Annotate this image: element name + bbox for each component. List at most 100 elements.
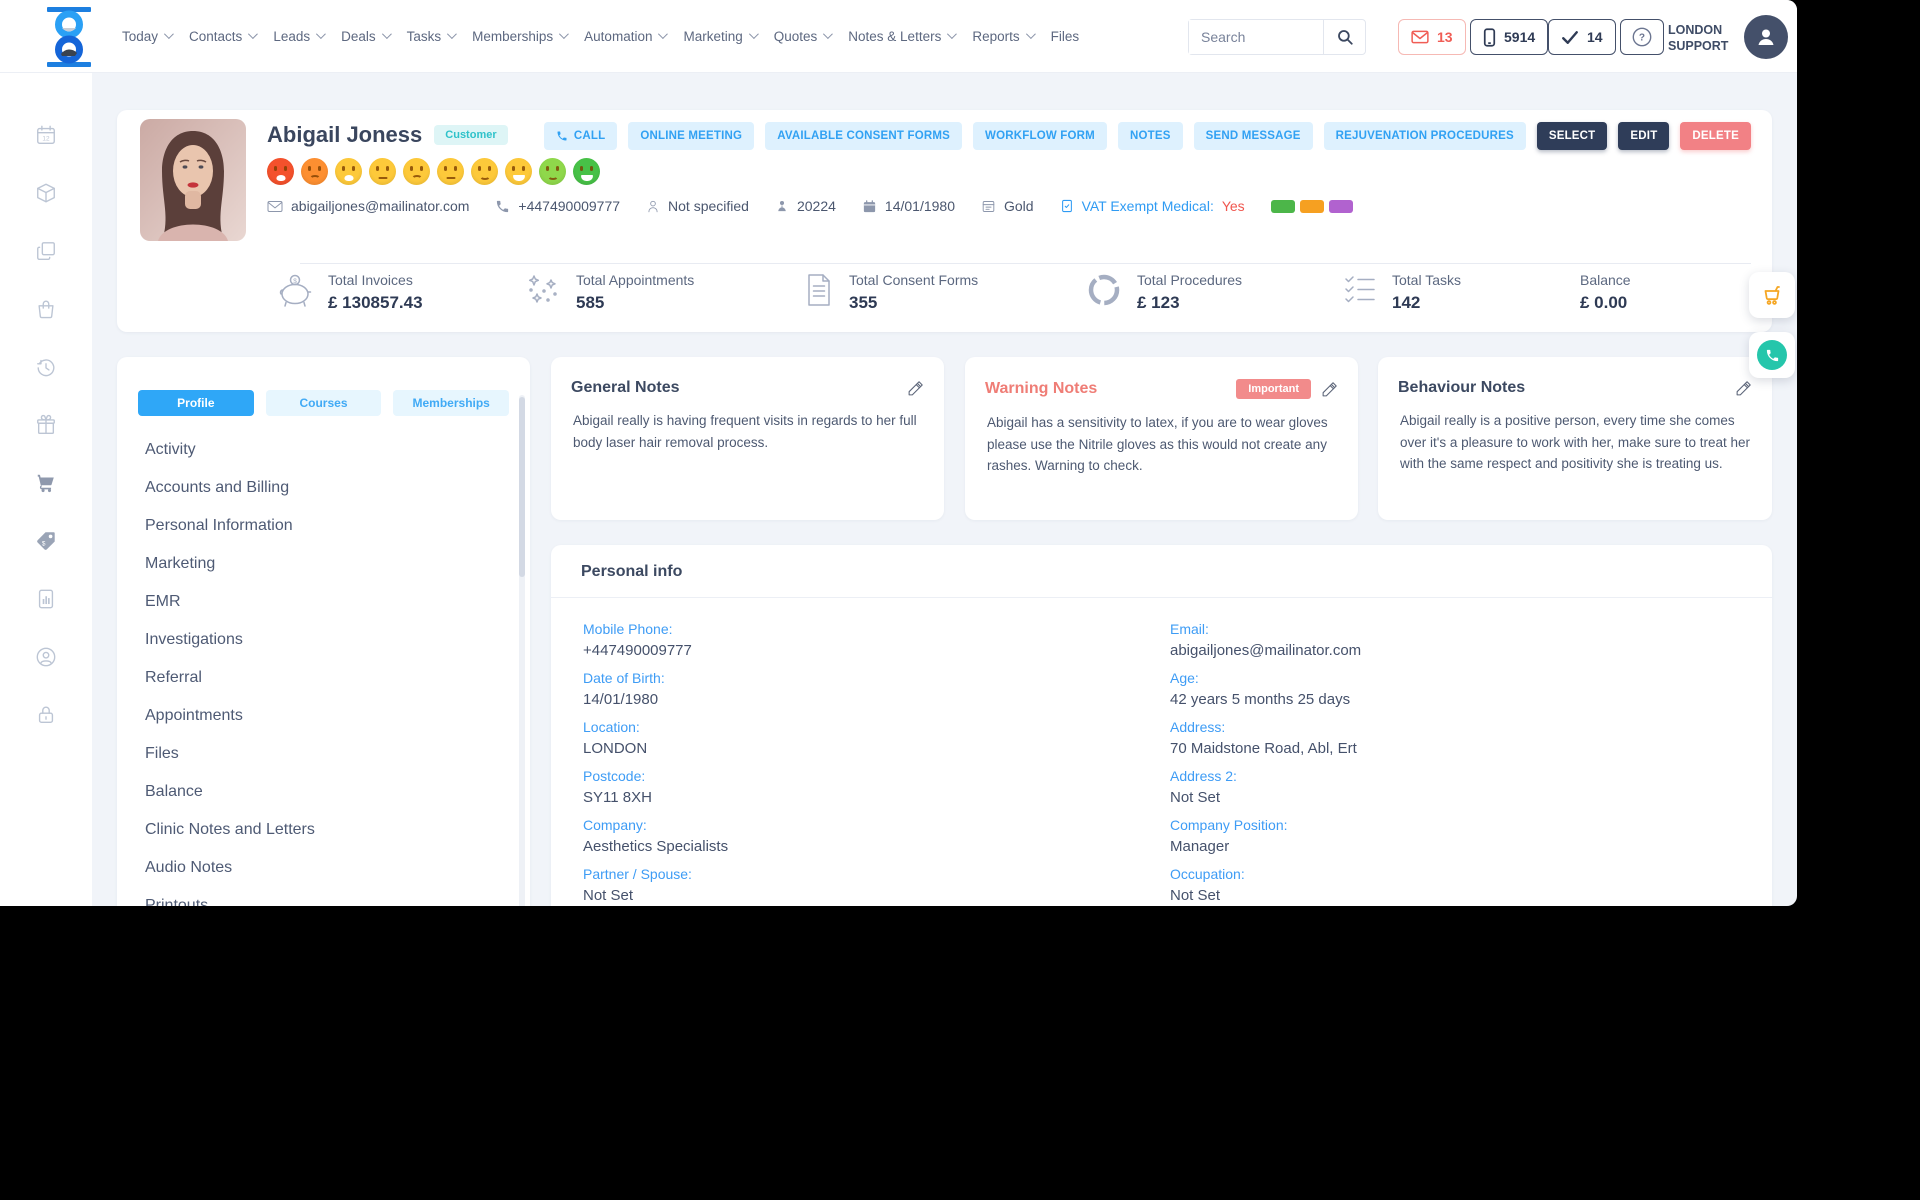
panel-scrollbar[interactable] (519, 395, 525, 906)
panel-tab[interactable]: Memberships (393, 390, 510, 416)
profile-menu-item[interactable]: Personal Information (145, 517, 293, 534)
nav-item[interactable]: Memberships (472, 28, 570, 44)
profile-menu-item[interactable]: Printouts (145, 897, 209, 906)
cart-icon[interactable] (35, 472, 57, 494)
edit-button[interactable]: EDIT (1618, 122, 1670, 150)
client-email[interactable]: abigailjones@mailinator.com (267, 198, 469, 214)
tasks-badge[interactable]: 14 (1548, 19, 1616, 55)
nav-item[interactable]: Reports (972, 28, 1036, 44)
nav-item[interactable]: Tasks (407, 28, 458, 44)
info-value: Not Set (1170, 789, 1221, 806)
panel-tabs: Profile Courses Memberships (138, 390, 510, 416)
delete-button[interactable]: DELETE (1680, 122, 1751, 150)
mood-face-icon[interactable] (369, 158, 396, 185)
info-value: 70 Maidstone Road, Abl, Ert (1170, 740, 1357, 757)
messages-badge[interactable]: 13 (1398, 19, 1466, 55)
info-field: Address: 70 Maidstone Road, Abl, Ert (1170, 719, 1361, 759)
mood-rating (267, 158, 600, 185)
mood-face-icon[interactable] (335, 158, 362, 185)
workflow-form-button[interactable]: WORKFLOW FORM (973, 122, 1107, 150)
mood-face-icon[interactable] (301, 158, 328, 185)
rejuvenation-button[interactable]: REJUVENATION PROCEDURES (1323, 122, 1526, 150)
search-button[interactable] (1323, 20, 1365, 54)
mood-face-icon[interactable] (471, 158, 498, 185)
nav-item[interactable]: Quotes (774, 28, 834, 44)
profile-menu-item[interactable]: Referral (145, 669, 202, 686)
nav-item-label: Notes & Letters (848, 29, 942, 44)
nav-item-label: Contacts (189, 29, 243, 44)
edit-note-icon[interactable] (907, 380, 924, 397)
profile-menu-item[interactable]: Investigations (145, 631, 243, 648)
tag-pill[interactable] (1299, 199, 1324, 213)
client-phone[interactable]: +447490009777 (495, 198, 620, 214)
report-icon[interactable] (35, 588, 57, 610)
document-icon (808, 274, 830, 306)
lock-icon[interactable] (35, 704, 57, 726)
consent-forms-button[interactable]: AVAILABLE CONSENT FORMS (765, 122, 963, 150)
mood-face-icon[interactable] (403, 158, 430, 185)
panel-tab[interactable]: Courses (265, 390, 382, 416)
nav-item[interactable]: Deals (341, 28, 392, 44)
client-vat-status[interactable]: VAT Exempt Medical: Yes (1060, 198, 1245, 214)
duplicate-icon[interactable] (35, 240, 57, 262)
mood-face-icon[interactable] (505, 158, 532, 185)
client-side-panel: Profile Courses Memberships Activity Acc… (117, 357, 530, 906)
profile-menu-item[interactable]: EMR (145, 593, 181, 610)
help-button[interactable]: ? (1620, 19, 1664, 55)
nav-item[interactable]: Files (1051, 29, 1080, 44)
gift-icon[interactable] (35, 414, 57, 436)
panel-tab[interactable]: Profile (138, 390, 254, 416)
package-icon[interactable] (35, 182, 57, 204)
profile-menu-item[interactable]: Accounts and Billing (145, 479, 290, 496)
whatsapp-float-button[interactable] (1749, 332, 1795, 378)
online-meeting-button[interactable]: ONLINE MEETING (628, 122, 755, 150)
app-logo-icon[interactable] (42, 7, 96, 72)
sms-badge[interactable]: 5914 (1470, 19, 1549, 55)
person-id-icon (778, 200, 786, 211)
call-button[interactable]: CALL (543, 122, 618, 150)
info-label: Age: (1170, 670, 1199, 686)
shop-bag-icon[interactable] (35, 298, 57, 320)
nav-item[interactable]: Automation (584, 28, 669, 44)
cart-float-button[interactable] (1749, 272, 1795, 318)
mood-face-icon[interactable] (267, 158, 294, 185)
nav-item[interactable]: Notes & Letters (848, 28, 958, 44)
profile-menu-item[interactable]: Appointments (145, 707, 243, 724)
client-photo[interactable] (140, 119, 246, 241)
edit-note-icon[interactable] (1321, 381, 1338, 398)
send-message-button[interactable]: SEND MESSAGE (1193, 122, 1313, 150)
profile-menu-item[interactable]: Clinic Notes and Letters (145, 821, 315, 838)
mood-face-icon[interactable] (437, 158, 464, 185)
history-icon[interactable] (35, 356, 57, 378)
profile-menu-item[interactable]: Balance (145, 783, 203, 800)
client-contact-row: abigailjones@mailinator.com +44749000977… (267, 198, 1353, 214)
support-icon[interactable] (35, 646, 57, 668)
profile-menu-item[interactable]: Marketing (145, 555, 216, 572)
price-tag-icon[interactable]: $ (35, 530, 57, 552)
mobile-phone-icon (1483, 27, 1496, 47)
edit-note-icon[interactable] (1735, 380, 1752, 397)
client-header-card: Abigail Joness Customer CALL ONLINE MEET… (117, 110, 1772, 332)
svg-text:?: ? (1639, 33, 1645, 44)
search-input[interactable] (1189, 20, 1323, 54)
nav-item-label: Marketing (683, 29, 743, 44)
mood-face-icon[interactable] (539, 158, 566, 185)
info-field: Location: LONDON (583, 719, 728, 759)
notes-button[interactable]: NOTES (1117, 122, 1183, 150)
nav-item-label: Deals (341, 29, 376, 44)
main-nav: Today Contacts Leads Deals (122, 0, 1079, 73)
chevron-down-icon (1025, 28, 1036, 39)
nav-item[interactable]: Leads (273, 28, 326, 44)
tag-pill[interactable] (1270, 199, 1295, 213)
user-avatar[interactable] (1744, 15, 1788, 59)
tag-pill[interactable] (1328, 199, 1353, 213)
mood-face-icon[interactable] (573, 158, 600, 185)
calendar-icon[interactable]: 12 (35, 124, 57, 146)
select-button[interactable]: SELECT (1536, 122, 1608, 150)
profile-menu-item[interactable]: Activity (145, 441, 196, 458)
profile-menu-item[interactable]: Files (145, 745, 179, 762)
nav-item[interactable]: Marketing (683, 28, 759, 44)
nav-item[interactable]: Today (122, 28, 174, 44)
profile-menu-item[interactable]: Audio Notes (145, 859, 233, 876)
nav-item[interactable]: Contacts (189, 28, 259, 44)
